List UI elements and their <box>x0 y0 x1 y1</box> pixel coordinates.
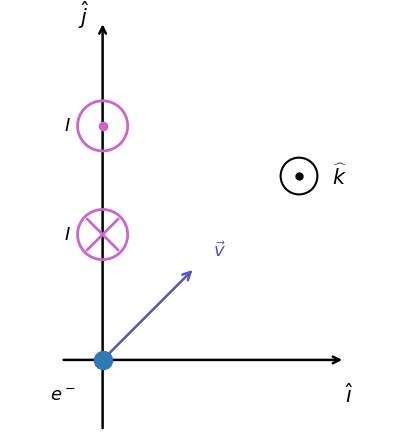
Text: $\vec{v}$: $\vec{v}$ <box>212 242 225 261</box>
Text: $\hat{j}$: $\hat{j}$ <box>78 0 89 32</box>
Text: $e^-$: $e^-$ <box>50 387 76 404</box>
Text: $I$: $I$ <box>64 226 71 244</box>
Text: $\hat{\imath}$: $\hat{\imath}$ <box>344 383 353 407</box>
Text: $\widehat{k}$: $\widehat{k}$ <box>332 163 347 189</box>
Text: $I$: $I$ <box>64 117 71 135</box>
